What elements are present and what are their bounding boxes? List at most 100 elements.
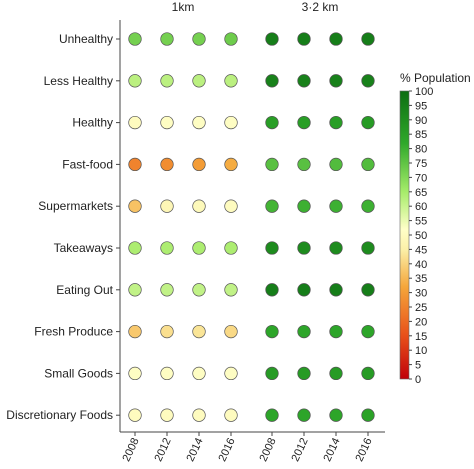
- data-point: [160, 199, 174, 213]
- data-point: [160, 366, 174, 381]
- data-point: [128, 241, 142, 255]
- data-point: [160, 74, 174, 88]
- data-point: [128, 199, 142, 213]
- data-point: [297, 366, 311, 381]
- data-point: [297, 115, 311, 130]
- legend-tick-label: 60: [415, 201, 427, 213]
- x-tick-label: 2008: [120, 436, 141, 463]
- data-point: [265, 408, 279, 422]
- data-point: [329, 115, 343, 130]
- data-point: [160, 324, 174, 339]
- data-point: [224, 283, 238, 297]
- row-label: Fast-food: [62, 157, 113, 171]
- data-point: [329, 408, 343, 422]
- data-point: [329, 366, 343, 381]
- data-point: [361, 283, 375, 297]
- data-point: [224, 32, 238, 46]
- legend-colorbar: [399, 90, 410, 380]
- data-point: [128, 324, 142, 339]
- data-point: [128, 283, 142, 297]
- data-point: [265, 324, 279, 339]
- data-point: [160, 157, 174, 172]
- data-point: [265, 241, 279, 255]
- legend-tick-label: 55: [415, 216, 427, 228]
- data-point: [224, 366, 238, 381]
- data-point: [192, 241, 206, 255]
- legend-tick-label: 45: [415, 244, 427, 256]
- data-point: [361, 241, 375, 255]
- row-label: Eating Out: [56, 283, 113, 297]
- data-point: [160, 241, 174, 255]
- x-tick-label: 2008: [257, 436, 278, 463]
- data-point: [224, 74, 238, 88]
- data-point: [361, 74, 375, 88]
- data-point: [361, 324, 375, 339]
- data-point: [160, 32, 174, 46]
- data-point: [297, 408, 311, 422]
- data-point: [160, 283, 174, 297]
- legend-tick-label: 30: [415, 288, 427, 300]
- legend-tick-label: 10: [415, 345, 427, 357]
- x-tick-label: 2016: [216, 436, 237, 463]
- data-point: [192, 283, 206, 297]
- data-point: [192, 199, 206, 213]
- legend-tick-label: 40: [415, 259, 427, 271]
- panel-title-3-2km: 3·2 km: [302, 0, 339, 14]
- data-point: [128, 74, 142, 88]
- data-point: [265, 32, 279, 46]
- data-point: [192, 74, 206, 88]
- legend-tick-label: 20: [415, 316, 427, 328]
- data-point: [297, 157, 311, 172]
- data-point: [265, 199, 279, 213]
- legend-tick-label: 80: [415, 144, 427, 156]
- data-point: [192, 366, 206, 381]
- data-point: [265, 115, 279, 130]
- legend-tick-label: 35: [415, 273, 427, 285]
- legend-tick-label: 95: [415, 100, 427, 112]
- panel-title-1km: 1km: [172, 0, 195, 14]
- row-label: Fresh Produce: [34, 325, 113, 339]
- data-point: [265, 74, 279, 88]
- data-point: [192, 408, 206, 422]
- legend-tick-label: 85: [415, 129, 427, 141]
- x-tick-label: 2012: [289, 436, 310, 463]
- data-point: [361, 199, 375, 213]
- data-point: [224, 241, 238, 255]
- data-point: [160, 408, 174, 422]
- row-label: Takeaways: [54, 241, 113, 255]
- data-point: [192, 157, 206, 172]
- data-point: [224, 157, 238, 172]
- row-label: Discretionary Foods: [6, 408, 113, 422]
- data-point: [297, 199, 311, 213]
- legend-tick-label: 5: [415, 360, 421, 372]
- data-point: [297, 241, 311, 255]
- data-point: [361, 408, 375, 422]
- x-tick-label: 2016: [353, 436, 374, 463]
- row-label: Supermarkets: [38, 199, 113, 213]
- row-labels: Unhealthy Less Healthy Healthy Fast-food Sup…: [6, 32, 120, 422]
- data-point: [224, 199, 238, 213]
- data-point: [160, 115, 174, 130]
- legend-tick-label: 15: [415, 331, 427, 343]
- legend-title: % Population: [400, 71, 471, 85]
- data-point: [297, 32, 311, 46]
- data-point: [128, 32, 142, 46]
- data-point: [329, 283, 343, 297]
- data-point: [265, 283, 279, 297]
- legend-tick-label: 25: [415, 302, 427, 314]
- data-point: [297, 324, 311, 339]
- dots: [128, 32, 375, 422]
- data-point: [128, 408, 142, 422]
- x-tick-label: 2012: [152, 436, 173, 463]
- data-point: [329, 157, 343, 172]
- data-point: [224, 408, 238, 422]
- legend-tick-label: 65: [415, 187, 427, 199]
- legend-tick-label: 70: [415, 172, 427, 184]
- row-label: Healthy: [72, 116, 113, 130]
- legend-tick-label: 0: [415, 374, 421, 386]
- data-point: [329, 74, 343, 88]
- legend-tick-label: 50: [415, 230, 427, 242]
- data-point: [128, 157, 142, 172]
- data-point: [265, 157, 279, 172]
